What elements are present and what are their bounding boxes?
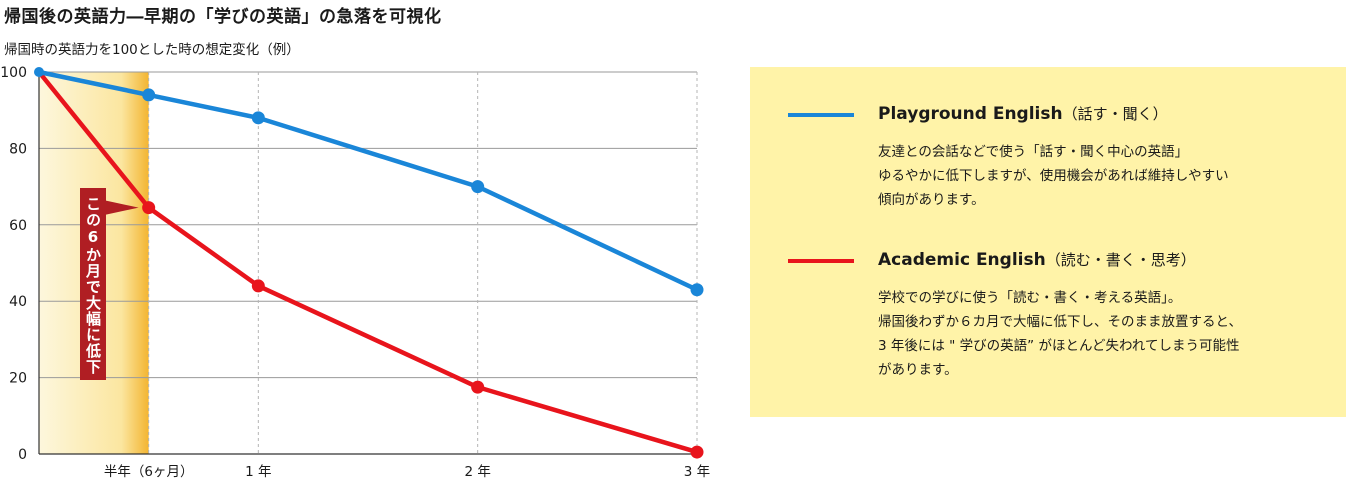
desc-line: があります。 <box>878 362 958 378</box>
legend-label: Academic English <box>878 250 1046 270</box>
chart-subtitle: 帰国時の英語力を100とした時の想定変化（例） <box>4 42 300 58</box>
data-point <box>142 88 156 102</box>
data-point <box>34 67 44 77</box>
x-tick-label: 2 年 <box>464 464 490 480</box>
desc-line: 3 年後には " 学びの英語” がほとんど失われてしまう可能性 <box>878 338 1240 354</box>
legend-sublabel: （話す・聞く） <box>1062 105 1168 123</box>
y-tick-label: 100 <box>0 65 27 81</box>
y-tick-label: 0 <box>18 447 27 463</box>
annotation-text: この6か月で大幅に低下 <box>84 196 102 375</box>
annotation-pointer <box>106 200 139 215</box>
desc-line: ゆるやかに低下しますが、使用機会があれば維持しやすい <box>878 168 1229 184</box>
desc-line: 学校での学びに使う「読む・書く・考える英語」。 <box>878 290 1182 306</box>
desc-line: 帰国後わずか６カ月で大幅に低下し、そのまま放置すると、 <box>878 314 1242 330</box>
legend-name-academic: Academic English（読む・書く・思考） <box>878 249 1196 270</box>
legend-swatch-blue <box>788 113 854 117</box>
data-point <box>251 279 265 293</box>
data-point <box>471 180 485 194</box>
desc-line: 友達との会話などで使う「話す・聞く中心の英語」 <box>878 144 1189 160</box>
legend-desc-academic: 学校での学びに使う「読む・書く・考える英語」。 帰国後わずか６カ月で大幅に低下し… <box>878 286 1242 382</box>
y-tick-label: 60 <box>9 218 27 234</box>
x-tick-label: 1 年 <box>245 464 271 480</box>
line-chart: 0 20 40 60 80 100 半年（6ヶ月） 1 年 2 年 3 年 この6か月で大幅に低下 <box>0 65 710 480</box>
legend-desc-playground: 友達との会話などで使う「話す・聞く中心の英語」 ゆるやかに低下しますが、使用機会… <box>878 140 1229 212</box>
page-title: 帰国後の英語力―早期の「学びの英語」の急落を可視化 <box>4 7 442 27</box>
data-point <box>251 111 265 125</box>
desc-line: 傾向があります。 <box>878 192 985 208</box>
y-tick-label: 80 <box>9 141 27 157</box>
legend-label: Playground English <box>878 104 1063 124</box>
legend-panel: Playground English（話す・聞く） 友達との会話などで使う「話す… <box>750 67 1346 417</box>
annotation-box <box>80 188 106 380</box>
y-tick-label: 20 <box>9 371 27 387</box>
data-point <box>142 201 156 215</box>
y-tick-label: 40 <box>9 294 27 310</box>
data-point <box>690 445 704 459</box>
x-tick-label: 3 年 <box>684 464 710 480</box>
x-tick-label: 半年（6ヶ月） <box>104 464 194 480</box>
data-point <box>471 380 485 394</box>
legend-swatch-red <box>788 259 854 263</box>
data-point <box>690 283 704 297</box>
legend-name-playground: Playground English（話す・聞く） <box>878 103 1168 124</box>
legend-sublabel: （読む・書く・思考） <box>1045 251 1196 269</box>
